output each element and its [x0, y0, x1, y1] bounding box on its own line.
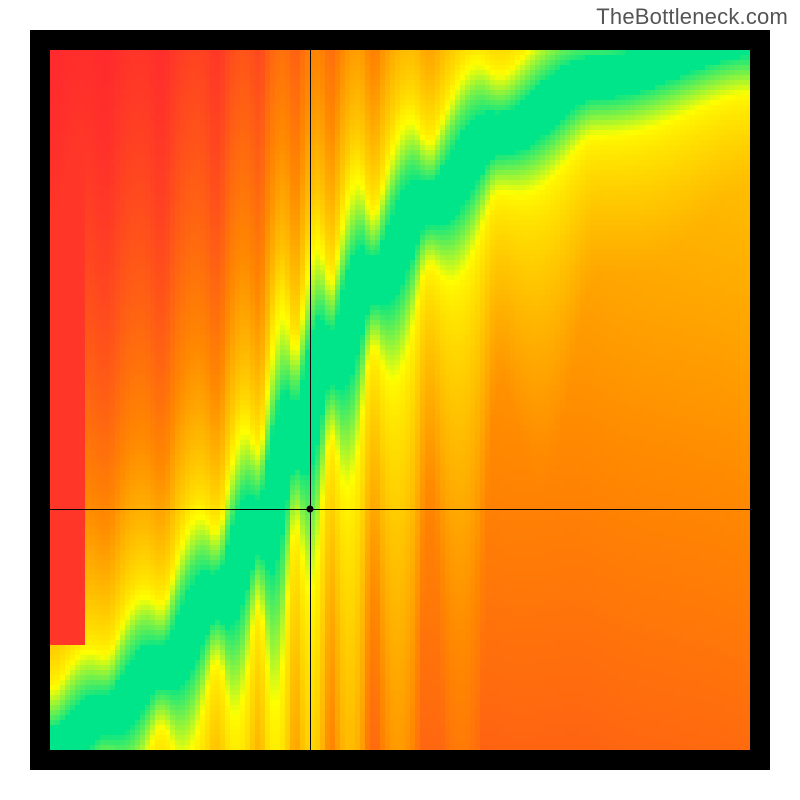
chart-container: TheBottleneck.com: [0, 0, 800, 800]
watermark-text: TheBottleneck.com: [596, 4, 788, 30]
crosshair-dot: [307, 505, 314, 512]
crosshair-horizontal: [50, 509, 750, 510]
crosshair-vertical: [310, 50, 311, 750]
plot-area: [50, 50, 750, 750]
heatmap-canvas: [50, 50, 750, 750]
plot-frame: [30, 30, 770, 770]
